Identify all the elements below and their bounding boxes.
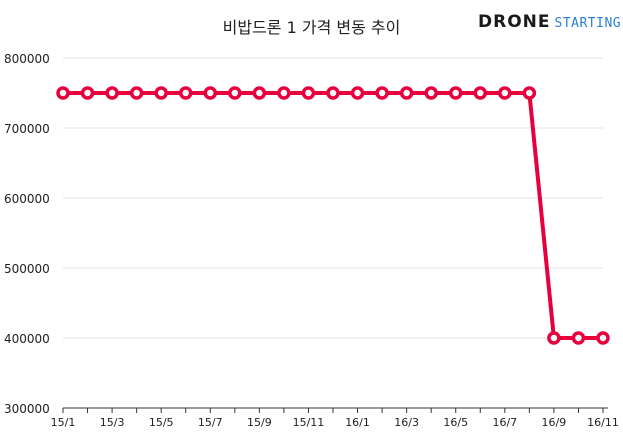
data-point bbox=[448, 86, 463, 100]
data-point bbox=[252, 86, 267, 100]
x-tick-labels: 15/1 15/3 15/5 15/7 15/9 15/11 16/1 16/3 16/5 16/… bbox=[51, 416, 619, 429]
y-tick-label: 700000 bbox=[4, 122, 50, 136]
y-tick-label: 500000 bbox=[4, 262, 50, 276]
data-point bbox=[424, 86, 438, 100]
x-tick-label: 15/9 bbox=[247, 416, 272, 429]
data-point bbox=[105, 86, 119, 100]
data-point bbox=[326, 86, 340, 100]
y-tick-labels: 300000 400000 500000 600000 700000 800000 bbox=[4, 52, 50, 416]
data-point bbox=[154, 86, 168, 100]
data-point bbox=[399, 86, 414, 100]
x-tick-label: 16/5 bbox=[443, 416, 468, 429]
data-point bbox=[498, 86, 512, 100]
data-point bbox=[80, 86, 95, 100]
data-point bbox=[277, 86, 291, 100]
x-tick-label: 16/11 bbox=[587, 416, 619, 429]
x-tick-label: 16/3 bbox=[394, 416, 419, 429]
logo-word-starting: STARTING! bbox=[554, 16, 623, 31]
grid-lines bbox=[63, 57, 603, 339]
data-point bbox=[571, 331, 586, 345]
x-tick-label: 15/3 bbox=[100, 416, 125, 429]
y-tick-label: 800000 bbox=[4, 52, 50, 66]
data-point bbox=[350, 86, 365, 100]
data-point bbox=[56, 86, 70, 100]
data-point bbox=[522, 86, 537, 100]
data-point bbox=[301, 86, 316, 100]
x-tick-label: 15/5 bbox=[149, 416, 174, 429]
x-tick-label: 15/1 bbox=[51, 416, 76, 429]
chart-title: 비밥드론 1 가격 변동 추이 bbox=[222, 18, 401, 37]
y-tick-label: 300000 bbox=[4, 402, 50, 416]
data-point bbox=[203, 86, 218, 100]
axes bbox=[62, 407, 608, 413]
series-price bbox=[63, 91, 603, 340]
drone-starting-logo: DRONE STARTING! bbox=[478, 12, 623, 32]
data-point bbox=[178, 86, 193, 100]
x-tick-label: 15/7 bbox=[198, 416, 223, 429]
series-markers bbox=[56, 86, 610, 345]
data-point bbox=[596, 331, 610, 345]
x-tick-label: 16/9 bbox=[542, 416, 567, 429]
y-tick-label: 400000 bbox=[4, 332, 50, 346]
x-tick-label: 16/7 bbox=[492, 416, 517, 429]
x-tick-label: 16/1 bbox=[345, 416, 370, 429]
series-line bbox=[63, 91, 603, 340]
data-point bbox=[547, 331, 561, 345]
data-point bbox=[375, 86, 389, 100]
data-point bbox=[129, 86, 144, 100]
logo-word-drone: DRONE bbox=[478, 12, 551, 32]
y-tick-label: 600000 bbox=[4, 192, 50, 206]
x-tick-label: 15/11 bbox=[293, 416, 325, 429]
data-point bbox=[228, 86, 242, 100]
data-point bbox=[473, 86, 488, 100]
